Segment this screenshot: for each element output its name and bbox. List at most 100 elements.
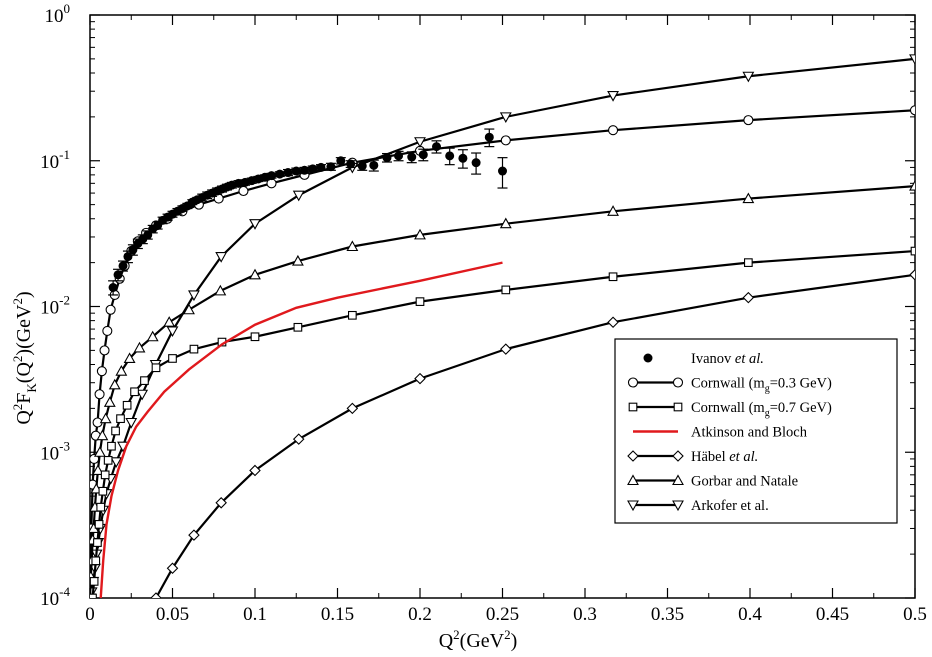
data-point-gorbar bbox=[91, 464, 104, 476]
legend-item-arkofer: Arkofer et al. bbox=[627, 498, 769, 514]
legend-label-sub: g bbox=[765, 408, 770, 419]
data-point-cornwall07 bbox=[151, 363, 161, 373]
legend-item-ivanov: Ivanov et al. bbox=[643, 351, 764, 367]
x-tick-label: 0.25 bbox=[486, 604, 519, 625]
legend: Ivanov et al.Cornwall (mg=0.3 GeV)Cornwa… bbox=[614, 338, 898, 524]
data-point-arkofer bbox=[136, 389, 149, 401]
data-point-gorbar bbox=[183, 303, 195, 315]
legend-label-text: Cornwall (m bbox=[691, 376, 765, 392]
y-axis-title-q2: (Q bbox=[13, 362, 35, 384]
y-tick-label: 10-2 bbox=[40, 293, 70, 319]
y-tick-label: 10-3 bbox=[40, 438, 70, 464]
data-point-gorbar bbox=[249, 268, 261, 280]
data-point-cornwall03 bbox=[94, 389, 105, 400]
series-habel bbox=[150, 269, 915, 598]
data-point-ivanov bbox=[300, 165, 309, 175]
legend-label-italic: et al. bbox=[729, 449, 758, 465]
x-axis-title: Q2(GeV2) bbox=[439, 627, 518, 652]
data-point-cornwall03 bbox=[743, 115, 754, 126]
y-tick-exponent: -4 bbox=[59, 584, 70, 599]
legend-item-cornwall07: Cornwall (mg=0.7 GeV) bbox=[628, 400, 832, 419]
data-point-ivanov bbox=[369, 160, 379, 170]
x-axis-title-q: Q bbox=[439, 630, 454, 652]
data-point-habel bbox=[215, 497, 227, 509]
data-point-cornwall07 bbox=[140, 376, 149, 385]
y-tick-exponent: 0 bbox=[64, 1, 71, 16]
data-point-cornwall07 bbox=[743, 258, 753, 267]
data-point-cornwall07 bbox=[608, 272, 618, 282]
legend-label-ivanov: Ivanov et al. bbox=[691, 351, 764, 367]
data-point-ivanov bbox=[113, 270, 123, 280]
data-point-cornwall07 bbox=[293, 322, 303, 332]
data-point-ivanov bbox=[267, 171, 276, 181]
x-tick-label: 0.45 bbox=[816, 604, 849, 625]
y-tick-label: 100 bbox=[45, 1, 71, 27]
data-point-ivanov bbox=[336, 156, 346, 166]
data-point-ivanov bbox=[316, 162, 326, 172]
data-point-gorbar bbox=[291, 254, 304, 266]
y-axis-title-f: F bbox=[13, 393, 35, 404]
y-tick-label: 10-1 bbox=[40, 147, 70, 173]
legend-label-text: Arkofer et al. bbox=[691, 498, 769, 514]
data-point-habel bbox=[414, 372, 426, 385]
data-point-gorbar bbox=[163, 316, 176, 327]
data-point-arkofer bbox=[188, 290, 200, 302]
data-point-gorbar bbox=[146, 330, 159, 342]
data-point-habel bbox=[166, 562, 179, 575]
data-point-cornwall07 bbox=[415, 297, 425, 306]
legend-label-gorbar: Gorbar and Natale bbox=[691, 474, 798, 490]
series-line-gorbar bbox=[90, 185, 915, 598]
data-point-ivanov bbox=[118, 261, 128, 271]
legend-marker-habel bbox=[672, 450, 684, 462]
data-point-cornwall07 bbox=[90, 577, 99, 586]
data-point-arkofer bbox=[909, 54, 915, 66]
plot-area: 0 0.05 0.1 0.15 0.2 0.25 0.3 0.35 0.4 0.45 0.51001… bbox=[40, 1, 927, 625]
data-point-cornwall07 bbox=[910, 246, 915, 256]
data-point-arkofer bbox=[110, 457, 123, 468]
y-tick-base: 10 bbox=[40, 443, 59, 464]
data-point-habel bbox=[346, 402, 359, 415]
data-point-ivanov bbox=[357, 161, 367, 171]
legend-marker-arkofer bbox=[627, 500, 639, 512]
x-axis-title-sup2: 2 bbox=[504, 627, 511, 642]
legend-marker-gorbar bbox=[672, 474, 684, 486]
data-point-ivanov bbox=[432, 142, 441, 152]
data-point-cornwall07 bbox=[168, 354, 177, 363]
data-point-ivanov bbox=[346, 159, 356, 169]
data-point-cornwall07 bbox=[91, 556, 101, 566]
data-point-ivanov bbox=[484, 132, 494, 142]
data-point-gorbar bbox=[346, 240, 359, 252]
data-point-cornwall07 bbox=[189, 344, 199, 354]
data-point-cornwall07 bbox=[93, 538, 102, 547]
x-axis-title-unit: (GeV bbox=[460, 630, 505, 652]
data-point-gorbar bbox=[414, 228, 426, 240]
data-point-cornwall03 bbox=[96, 366, 107, 377]
x-tick-label: 0 bbox=[85, 604, 95, 625]
y-axis-title-sup1: 2 bbox=[10, 404, 25, 411]
x-tick-label: 0.5 bbox=[903, 604, 927, 625]
data-point-habel bbox=[292, 433, 305, 445]
data-point-ivanov bbox=[283, 168, 293, 178]
data-point-gorbar bbox=[93, 446, 106, 457]
data-point-cornwall07 bbox=[250, 332, 260, 342]
data-point-arkofer bbox=[215, 252, 228, 263]
legend-item-cornwall03: Cornwall (mg=0.3 GeV) bbox=[627, 376, 832, 395]
y-tick-base: 10 bbox=[40, 589, 59, 610]
legend-item-atkinson: Atkinson and Bloch bbox=[633, 425, 808, 441]
data-point-cornwall03 bbox=[238, 185, 249, 197]
data-point-cornwall03 bbox=[105, 304, 116, 315]
y-tick-exponent: -3 bbox=[59, 438, 70, 453]
data-point-arkofer bbox=[499, 112, 512, 124]
data-point-ivanov bbox=[445, 151, 455, 161]
data-point-gorbar bbox=[607, 205, 619, 216]
y-tick-label: 10-4 bbox=[40, 584, 70, 610]
legend-label-text: Cornwall (m bbox=[691, 400, 765, 416]
data-point-cornwall07 bbox=[130, 387, 139, 397]
data-point-gorbar bbox=[909, 179, 915, 191]
data-point-gorbar bbox=[133, 341, 146, 353]
data-point-gorbar bbox=[99, 412, 112, 424]
y-axis-title-sup3: 2 bbox=[10, 298, 25, 305]
data-point-habel bbox=[150, 592, 162, 598]
data-point-ivanov bbox=[382, 153, 392, 163]
